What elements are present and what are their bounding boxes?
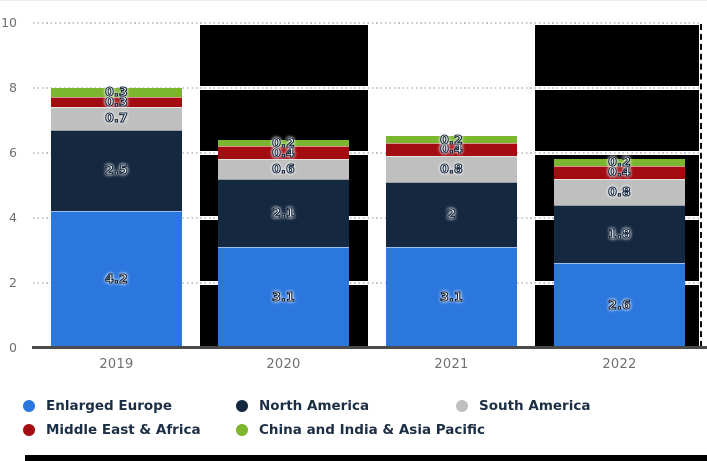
legend-label: North America (259, 397, 370, 414)
bar-segment-2020-north-america[interactable] (218, 178, 349, 247)
x-axis-label-2021: 2021 (434, 357, 469, 372)
value-label: 0.4 (608, 164, 632, 179)
value-label: 0.2 (272, 134, 296, 150)
value-label: 1.8 (608, 225, 632, 241)
bar-segment-2022-north-america[interactable] (554, 204, 685, 263)
y-axis-tick-2: 2 (9, 275, 17, 290)
gridline-4 (33, 216, 699, 219)
value-label: 2.6 (608, 297, 632, 313)
value-label: 4.2 (105, 271, 129, 287)
bar-segment-2022-enlarged-europe[interactable] (554, 263, 685, 348)
y-axis-tick-0: 0 (9, 340, 17, 355)
bar-segment-2019-south-america[interactable] (51, 107, 182, 130)
bar-segment-2022-middle-east-africa[interactable] (554, 165, 685, 179)
legend-dot-icon (236, 423, 248, 436)
legend-item-china-and-india-asia-pacific: China and India & Asia Pacific (236, 423, 485, 437)
bar-segment-2019-enlarged-europe[interactable] (51, 211, 182, 348)
legend-item-enlarged-europe: Enlarged Europe (23, 399, 172, 413)
legend-item-south-america: South America (456, 399, 590, 413)
legend-label: Middle East & Africa (46, 421, 201, 438)
value-label: 0.4 (272, 144, 296, 160)
value-label: 0.8 (608, 183, 632, 199)
value-label: 0.2 (608, 154, 632, 170)
gridline-6 (33, 151, 699, 154)
value-label: 2 (446, 206, 456, 222)
bar-segment-2019-middle-east-africa[interactable] (51, 97, 182, 107)
x-axis-line (32, 346, 707, 349)
legend-label: China and India & Asia Pacific (259, 421, 486, 438)
bar-segment-2020-enlarged-europe[interactable] (218, 246, 349, 348)
bar-segment-2020-china-and-india-asia-pacific[interactable] (218, 139, 349, 146)
bar-segment-2019-china-and-india-asia-pacific[interactable] (51, 87, 182, 98)
bar-segment-2020-middle-east-africa[interactable] (218, 146, 349, 159)
bar-segment-2019-north-america[interactable] (51, 129, 182, 211)
redaction-box (535, 90, 699, 151)
redaction-box (200, 25, 368, 86)
bar-segment-2022-south-america[interactable] (554, 178, 685, 205)
y-axis-tick-10: 10 (1, 15, 17, 30)
gridline-2 (33, 281, 699, 284)
value-label: 0.2 (440, 131, 464, 147)
x-axis-label-2019: 2019 (99, 357, 134, 372)
legend-label: South America (479, 397, 591, 414)
y-axis-tick-4: 4 (9, 210, 17, 225)
bar-segment-2021-north-america[interactable] (386, 181, 517, 247)
x-axis-label-2022: 2022 (602, 357, 637, 372)
bar-segment-2021-middle-east-africa[interactable] (386, 142, 517, 156)
gridline-8 (33, 86, 699, 89)
value-label: 3.1 (272, 289, 296, 305)
legend-label: Enlarged Europe (46, 397, 172, 414)
redaction-bottom-bar (25, 455, 707, 461)
value-label: 3.1 (440, 289, 464, 305)
legend-item-north-america: North America (236, 399, 369, 413)
y-axis-tick-6: 6 (9, 145, 17, 160)
value-label: 0.3 (105, 94, 129, 110)
value-label: 0.8 (440, 160, 464, 176)
dashed-boundary-line (699, 24, 702, 347)
bar-segment-2022-china-and-india-asia-pacific[interactable] (554, 159, 685, 166)
redaction-box (535, 25, 699, 86)
value-label: 2.5 (105, 162, 129, 178)
legend-dot-icon (23, 423, 35, 436)
x-axis-label-2020: 2020 (266, 357, 301, 372)
gridline-10 (33, 21, 699, 24)
y-axis-tick-8: 8 (9, 80, 17, 95)
legend-item-middle-east-africa: Middle East & Africa (23, 423, 201, 437)
bar-segment-2021-china-and-india-asia-pacific[interactable] (386, 136, 517, 143)
value-label: 0.6 (272, 160, 296, 176)
value-label: 0.3 (105, 84, 129, 100)
bar-segment-2020-south-america[interactable] (218, 159, 349, 179)
value-label: 0.4 (440, 141, 464, 157)
legend-dot-icon (236, 399, 248, 412)
bar-segment-2021-enlarged-europe[interactable] (386, 246, 517, 348)
value-label: 0.7 (105, 110, 129, 126)
value-label: 2.1 (272, 204, 296, 220)
bar-segment-2021-south-america[interactable] (386, 155, 517, 182)
legend-dot-icon (456, 399, 468, 412)
legend-dot-icon (23, 399, 35, 412)
